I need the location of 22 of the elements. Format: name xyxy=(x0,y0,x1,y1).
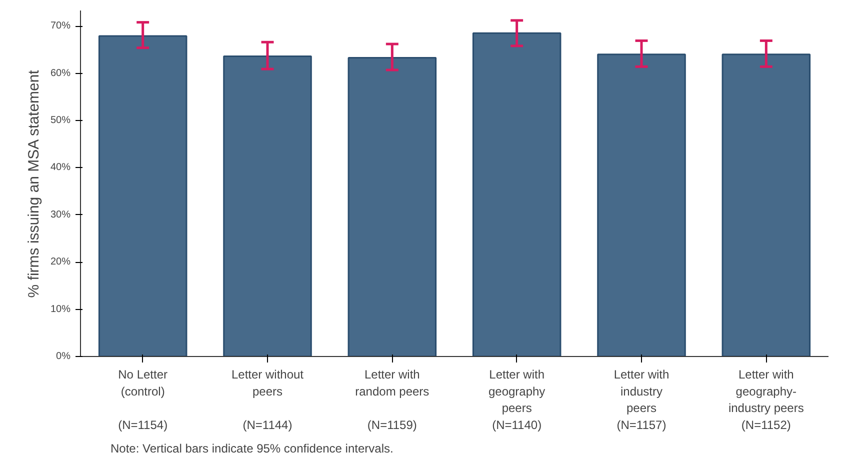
bar xyxy=(472,32,562,356)
bar xyxy=(98,35,188,356)
y-tick-label: 0% xyxy=(56,351,71,362)
y-tick-label: 60% xyxy=(50,68,71,79)
category-label: Letter with random peers (N=1159) xyxy=(355,368,430,432)
y-tick-label: 20% xyxy=(50,256,71,268)
category-label: Letter without peers (N=1144) xyxy=(231,368,304,432)
text: Note: Vertical bars indicate 95% confidence intervals. xyxy=(110,442,394,456)
bar xyxy=(223,56,312,356)
y-tick-label: 70% xyxy=(50,20,71,32)
bar xyxy=(722,54,811,356)
category-label: No Letter (control) (N=1154) xyxy=(118,368,168,432)
bar xyxy=(597,54,686,356)
y-tick-label: 30% xyxy=(50,209,71,220)
y-tick-label: 40% xyxy=(50,162,71,174)
bar xyxy=(348,56,437,356)
y-axis-title: % firms issuing an MSA statement xyxy=(25,69,42,298)
x-tick-label: Letter with industry peers (N=1157) xyxy=(614,368,670,432)
y-tick-label: 50% xyxy=(50,114,71,126)
x-tick-label: Letter with geography- industry peers (N=1152) xyxy=(728,368,804,432)
x-tick-label: Letter with geography peers (N=1140) xyxy=(488,368,546,432)
y-tick-label: 10% xyxy=(50,304,71,315)
